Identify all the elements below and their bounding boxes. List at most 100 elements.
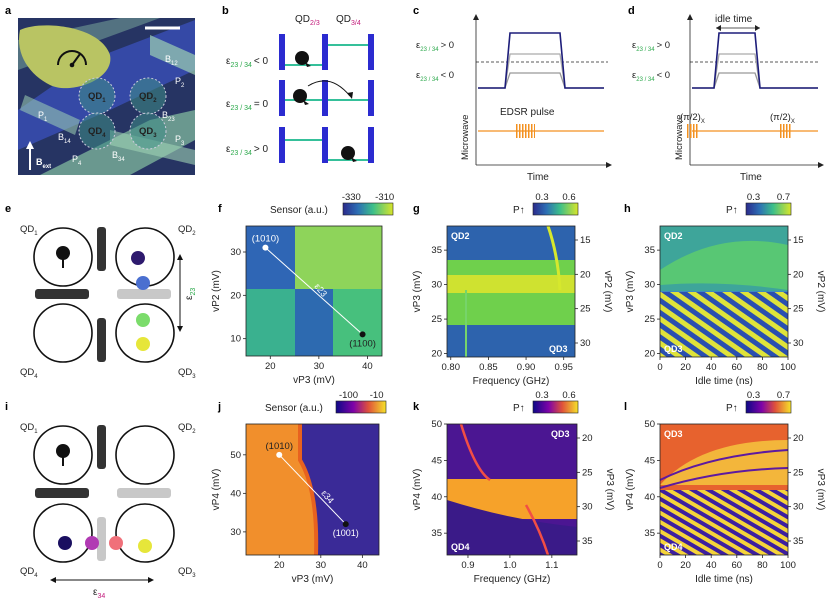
charge-state-label: (1010) bbox=[266, 441, 293, 452]
charge-state-marker bbox=[262, 244, 269, 251]
y-axis-label: vP4 (mV) bbox=[625, 469, 636, 511]
charge-state-marker bbox=[276, 451, 283, 458]
x-tick-label: 40 bbox=[706, 362, 717, 373]
charge-state-label: (1010) bbox=[252, 234, 279, 245]
charge-state-label: (1001) bbox=[333, 528, 359, 538]
eps-positive: ε23 / 34 > 0 bbox=[632, 40, 670, 53]
c-ylabel: Microwave bbox=[460, 115, 471, 160]
panel-label-j: j bbox=[217, 401, 221, 413]
plot-frame bbox=[659, 225, 789, 358]
x-tick-label: 40 bbox=[357, 560, 368, 571]
colorbar-tick-label: 0.7 bbox=[777, 390, 790, 401]
qd-right-header: QD3/4 bbox=[336, 14, 361, 27]
d-ylabel: Microwave bbox=[674, 115, 685, 160]
dot-label: QD4 bbox=[20, 566, 38, 579]
pi2-left: (π/2)X bbox=[680, 112, 705, 125]
colorbar bbox=[532, 202, 579, 216]
y-right-tick-label: 30 bbox=[793, 338, 804, 349]
corner-label-top: QD2 bbox=[451, 231, 470, 241]
charge-state-marker bbox=[342, 521, 349, 528]
colorbar bbox=[745, 400, 792, 414]
gate-label: B12 bbox=[165, 54, 178, 67]
corner-label-bottom: QD4 bbox=[664, 542, 683, 552]
corner-label-top: QD3 bbox=[664, 429, 683, 439]
eps34-label: ε34 bbox=[93, 587, 105, 600]
gate-label: B14 bbox=[58, 132, 71, 145]
x-tick-label: 80 bbox=[757, 560, 768, 571]
corner-label-top: QD2 bbox=[664, 231, 683, 241]
colorbar-tick-label: 0.3 bbox=[535, 390, 548, 401]
colorbar-title: P↑ bbox=[726, 205, 738, 216]
plot-frame bbox=[446, 225, 576, 358]
panel-label-k: k bbox=[413, 401, 420, 413]
dot-label: QD3 bbox=[178, 566, 196, 579]
y-right-axis-label: vP2 (mV) bbox=[602, 271, 613, 313]
y-right-tick-label: 25 bbox=[580, 304, 591, 315]
plunger-label: P3 bbox=[175, 134, 185, 147]
x-tick-label: 0.80 bbox=[442, 362, 461, 373]
detuning-axis bbox=[278, 454, 347, 525]
panel-e-schematic: QD1 QD2 QD3 QD4 ε23 bbox=[20, 224, 197, 380]
y-tick-label: 35 bbox=[644, 528, 655, 539]
eps-negative: ε23 / 34 < 0 bbox=[632, 70, 670, 83]
dot-label: QD1 bbox=[20, 224, 38, 237]
y-right-tick-label: 25 bbox=[793, 304, 804, 315]
dot-label: QD2 bbox=[178, 224, 196, 237]
y-tick-label: 30 bbox=[431, 280, 442, 291]
y-tick-label: 30 bbox=[644, 280, 655, 291]
qd-left-header: QD2/3 bbox=[295, 14, 320, 27]
panel-b-schematic: QD2/3 QD3/4 ε23 / 34 < 0 ε23 / 34 = 0 ε23 … bbox=[226, 14, 374, 163]
x-tick-label: 0.90 bbox=[517, 362, 536, 373]
charge-state-marker bbox=[359, 331, 366, 338]
plot-frame bbox=[245, 423, 380, 556]
y-axis-label: vP3 (mV) bbox=[625, 271, 636, 313]
heatmap-k bbox=[447, 423, 577, 556]
plunger-label: P4 bbox=[72, 154, 82, 167]
charts-layer: 20 30 40 10 20 30 vP3 (mV) vP2 (mV) Sensor (a.u.… bbox=[211, 192, 826, 585]
y-tick-label: 20 bbox=[230, 290, 241, 301]
panel-label-h: h bbox=[624, 203, 631, 215]
y-right-tick-label: 30 bbox=[793, 502, 804, 513]
panel-label-c: c bbox=[413, 5, 419, 17]
y-axis-label: vP4 (mV) bbox=[211, 469, 222, 511]
dot-label: QD1 bbox=[88, 91, 106, 104]
y-tick-label: 50 bbox=[230, 450, 241, 461]
y-tick-label: 30 bbox=[230, 527, 241, 538]
y-tick-label: 20 bbox=[431, 349, 442, 360]
y-right-tick-label: 20 bbox=[580, 269, 591, 280]
y-right-tick-label: 35 bbox=[582, 536, 593, 547]
eps-row2: ε23 / 34 = 0 bbox=[226, 99, 269, 112]
y-right-tick-label: 30 bbox=[580, 338, 591, 349]
colorbar bbox=[532, 400, 579, 414]
colorbar bbox=[745, 202, 792, 216]
x-tick-label: 0.9 bbox=[461, 560, 474, 571]
eps-row1: ε23 / 34 < 0 bbox=[226, 56, 269, 69]
y-tick-label: 25 bbox=[644, 314, 655, 325]
plot-frame bbox=[245, 225, 383, 357]
y-tick-label: 35 bbox=[644, 245, 655, 256]
x-tick-label: 20 bbox=[680, 362, 691, 373]
y-tick-label: 45 bbox=[644, 455, 655, 466]
x-axis-label: Frequency (GHz) bbox=[473, 376, 550, 387]
gate-label: B23 bbox=[162, 110, 175, 123]
x-axis-label: Frequency (GHz) bbox=[474, 574, 551, 585]
plunger-label: P2 bbox=[175, 76, 185, 89]
y-tick-label: 25 bbox=[431, 314, 442, 325]
heatmap-l bbox=[659, 424, 789, 555]
y-right-axis-label: vP3 (mV) bbox=[604, 469, 615, 511]
charge-state-label: (1100) bbox=[349, 338, 376, 349]
x-tick-label: 80 bbox=[757, 362, 768, 373]
panel-i-schematic: QD1 QD2 QD3 QD4 ε34 bbox=[20, 422, 196, 600]
qd3-dot bbox=[129, 112, 167, 150]
corner-label-top: QD3 bbox=[551, 429, 570, 439]
x-tick-label: 0.95 bbox=[554, 362, 573, 373]
gate-label: B34 bbox=[112, 150, 125, 163]
colorbar-tick-label: -10 bbox=[370, 390, 384, 401]
y-right-tick-label: 20 bbox=[793, 433, 804, 444]
eps23-label: ε23 bbox=[184, 288, 197, 300]
meter-icon bbox=[57, 50, 87, 66]
y-tick-label: 10 bbox=[230, 334, 241, 345]
y-tick-label: 30 bbox=[230, 247, 241, 258]
y-right-tick-label: 25 bbox=[793, 467, 804, 478]
idle-time-label: idle time bbox=[715, 14, 753, 25]
